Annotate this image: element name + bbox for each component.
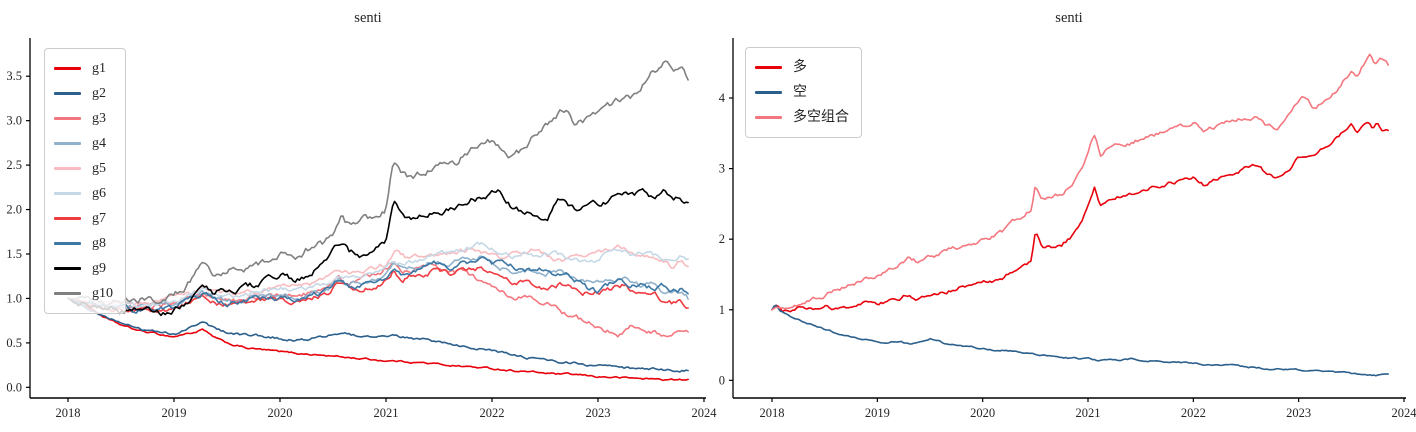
legend-label: g9 [92, 260, 106, 276]
legend-line-swatch [755, 66, 782, 69]
legend-label: g4 [92, 135, 106, 151]
long-short-senti-chart-panel: senti 0 1 2 3 4 2018 2019 2020 2021 2022 2023 2024 … [708, 0, 1416, 432]
legend-item-多: 多 [755, 55, 849, 80]
legend-label: g2 [92, 85, 106, 101]
legend-line-swatch [54, 67, 81, 70]
axes: 0 1 2 3 4 2018 2019 2020 2021 2022 2023 2024 [719, 38, 1416, 420]
x-tick-label: 2019 [161, 406, 186, 420]
legend-item-g2: g2 [54, 81, 113, 106]
legend-line-swatch [54, 242, 81, 245]
x-tick-label: 2021 [373, 406, 398, 420]
legend-label: g1 [92, 60, 106, 76]
legend-line-swatch [54, 167, 81, 170]
legend-grouped: g1 g2 g3 g4 g5 g6 g7 g8 g9 g10 [44, 48, 126, 314]
legend-item-g5: g5 [54, 156, 113, 181]
series-line-g6 [67, 241, 689, 309]
x-tick-label: 2020 [970, 406, 995, 420]
legend-line-swatch [54, 142, 81, 145]
x-tick-label: 2024 [1391, 406, 1416, 420]
legend-label: g10 [92, 285, 113, 301]
legend-line-swatch [54, 117, 81, 120]
x-tick-label: 2018 [760, 406, 785, 420]
legend-label: g3 [92, 110, 106, 126]
x-tick-label: 2022 [1181, 406, 1206, 420]
y-tick-label: 0 [719, 373, 725, 387]
long-short-senti-chart-canvas: senti 0 1 2 3 4 2018 2019 2020 2021 2022 2023 2024 [719, 10, 1416, 420]
legend-label: g8 [92, 235, 106, 251]
series-line-g9 [67, 188, 689, 317]
y-tick-label: 0.5 [6, 336, 22, 350]
chart-title: senti [354, 10, 381, 26]
legend-item-g3: g3 [54, 106, 113, 131]
x-tick-label: 2020 [267, 406, 292, 420]
series-line-空 [771, 304, 1389, 377]
series-line-g7 [67, 266, 689, 314]
legend-item-多空组合: 多空组合 [755, 105, 849, 130]
legend-line-swatch [755, 116, 782, 119]
legend-label: g5 [92, 160, 106, 176]
x-tick-label: 2022 [479, 406, 504, 420]
chart-title: senti [1055, 10, 1082, 26]
y-tick-label: 1.0 [6, 291, 22, 305]
y-tick-label: 3.5 [6, 69, 22, 83]
x-tick-label: 2019 [865, 406, 890, 420]
legend-item-g1: g1 [54, 56, 113, 81]
series-line-g8 [67, 256, 689, 314]
y-tick-label: 2.5 [6, 158, 22, 172]
y-tick-label: 0.0 [6, 380, 22, 394]
series-line-g4 [67, 255, 689, 311]
legend-label: g6 [92, 185, 106, 201]
legend-line-swatch [755, 91, 782, 94]
legend-long-short: 多空多空组合 [745, 47, 862, 138]
series-line-多空组合 [771, 53, 1389, 311]
legend-label: 多空组合 [793, 109, 849, 125]
grouped-senti-chart-panel: senti 0.0 0.5 1.0 1.5 2.0 2.5 3.0 3.5 2018 2019 20… [6, 10, 717, 420]
x-tick-label: 2018 [56, 406, 81, 420]
legend-line-swatch [54, 292, 81, 295]
legend-label: g7 [92, 210, 106, 226]
legend-item-g9: g9 [54, 256, 113, 281]
x-tick-label: 2023 [585, 406, 610, 420]
series-line-多 [771, 121, 1389, 313]
x-tick-label: 2021 [1076, 406, 1101, 420]
legend-line-swatch [54, 217, 81, 220]
x-tick-label: 2024 [691, 406, 717, 420]
legend-item-g6: g6 [54, 181, 113, 206]
legend-line-swatch [54, 92, 81, 95]
y-tick-label: 1.5 [6, 247, 22, 261]
y-tick-label: 2 [719, 232, 725, 246]
y-tick-label: 2.0 [6, 203, 22, 217]
grouped-senti-chart-canvas: senti 0.0 0.5 1.0 1.5 2.0 2.5 3.0 3.5 2018 2019 20… [6, 10, 717, 420]
legend-item-g8: g8 [54, 231, 113, 256]
y-tick-label: 1 [719, 303, 725, 317]
series-line-g1 [67, 297, 689, 382]
series-line-g10 [67, 60, 689, 308]
line-series-group [67, 60, 689, 382]
legend-item-g4: g4 [54, 131, 113, 156]
series-line-g2 [67, 297, 689, 373]
y-tick-label: 4 [719, 91, 726, 105]
y-tick-label: 3 [719, 162, 725, 176]
axes: 0.0 0.5 1.0 1.5 2.0 2.5 3.0 3.5 2018 2019 2020 2021… [6, 38, 717, 420]
legend-item-g10: g10 [54, 281, 113, 306]
legend-label: 多 [793, 59, 807, 75]
line-series-group [771, 53, 1389, 377]
legend-item-g7: g7 [54, 206, 113, 231]
series-line-g3 [67, 261, 689, 338]
series-line-g5 [67, 244, 689, 306]
legend-line-swatch [54, 267, 81, 270]
legend-label: 空 [793, 84, 807, 100]
x-tick-label: 2023 [1286, 406, 1311, 420]
legend-item-空: 空 [755, 80, 849, 105]
legend-line-swatch [54, 192, 81, 195]
y-tick-label: 3.0 [6, 114, 22, 128]
